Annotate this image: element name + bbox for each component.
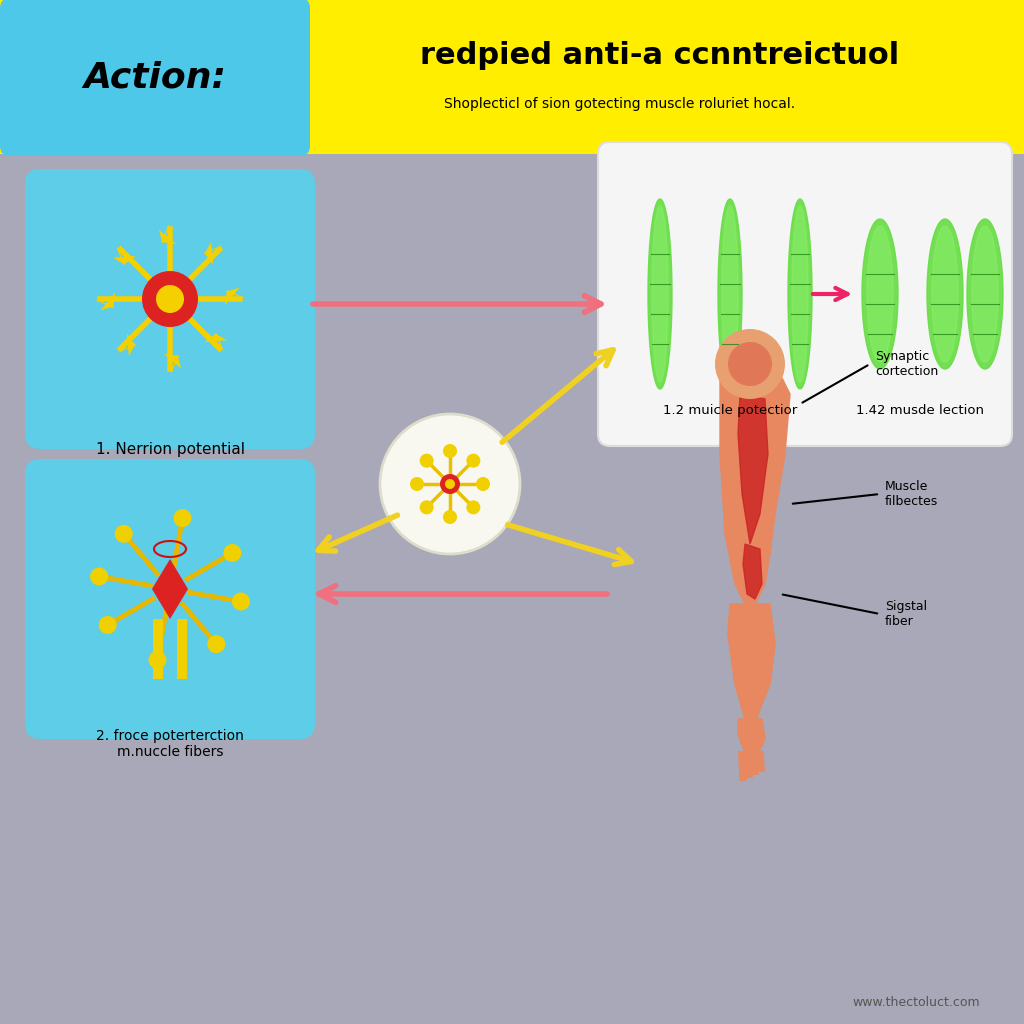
Polygon shape (743, 544, 762, 599)
Polygon shape (967, 219, 1002, 369)
Circle shape (148, 651, 167, 669)
FancyBboxPatch shape (0, 0, 310, 156)
Polygon shape (652, 206, 668, 382)
Circle shape (98, 616, 117, 634)
Polygon shape (927, 219, 963, 369)
Polygon shape (93, 293, 115, 310)
Circle shape (115, 525, 133, 543)
Polygon shape (116, 333, 136, 356)
Polygon shape (722, 206, 738, 382)
Polygon shape (738, 719, 765, 759)
Circle shape (173, 509, 191, 527)
Text: 1. Nerrion potential: 1. Nerrion potential (95, 442, 245, 457)
Text: Shoplecticl of sion gotecting muscle roluriet hocal.: Shoplecticl of sion gotecting muscle rol… (444, 97, 796, 111)
Circle shape (476, 477, 490, 490)
Circle shape (440, 474, 460, 494)
FancyBboxPatch shape (598, 142, 1012, 446)
Circle shape (90, 567, 109, 586)
Polygon shape (718, 199, 742, 389)
Polygon shape (728, 604, 775, 724)
Circle shape (443, 444, 457, 458)
Text: 1.2 muicle potectior: 1.2 muicle potectior (663, 404, 797, 417)
Circle shape (445, 479, 455, 489)
Text: 2. froce poterterction
m.nuccle fibers: 2. froce poterterction m.nuccle fibers (96, 729, 244, 759)
Polygon shape (204, 242, 224, 265)
FancyBboxPatch shape (25, 169, 315, 449)
Text: 1.42 musde lection: 1.42 musde lection (856, 404, 984, 417)
Polygon shape (113, 245, 136, 265)
FancyBboxPatch shape (0, 0, 1024, 154)
Circle shape (466, 454, 480, 468)
FancyBboxPatch shape (25, 459, 315, 739)
Circle shape (420, 501, 434, 514)
Text: redpied anti-a ccnntreictuol: redpied anti-a ccnntreictuol (421, 42, 900, 71)
Polygon shape (720, 374, 790, 604)
Circle shape (410, 477, 424, 490)
Circle shape (207, 635, 225, 653)
Polygon shape (204, 333, 227, 353)
Bar (153, 618, 163, 679)
Polygon shape (225, 288, 247, 305)
Polygon shape (728, 604, 775, 724)
Circle shape (420, 454, 434, 468)
Polygon shape (972, 226, 998, 362)
Circle shape (231, 593, 250, 610)
Polygon shape (152, 559, 188, 618)
Text: www.thectoluct.com: www.thectoluct.com (852, 996, 980, 1009)
Polygon shape (932, 226, 958, 362)
Polygon shape (648, 199, 672, 389)
Circle shape (380, 414, 520, 554)
Text: Synaptic
cortection: Synaptic cortection (874, 350, 938, 378)
Polygon shape (164, 354, 181, 376)
Circle shape (466, 501, 480, 514)
Circle shape (156, 285, 184, 313)
Polygon shape (862, 219, 898, 369)
Polygon shape (867, 226, 893, 362)
Circle shape (223, 544, 242, 562)
Text: Muscle
filbectes: Muscle filbectes (885, 480, 938, 508)
Circle shape (715, 329, 785, 399)
Polygon shape (159, 222, 176, 244)
Text: Action:: Action: (84, 60, 226, 94)
Polygon shape (792, 206, 808, 382)
Polygon shape (738, 394, 768, 544)
Polygon shape (788, 199, 812, 389)
Text: Sigstal
fiber: Sigstal fiber (885, 600, 927, 628)
Circle shape (142, 271, 198, 327)
Circle shape (443, 510, 457, 524)
Circle shape (728, 342, 772, 386)
Bar (177, 618, 187, 679)
